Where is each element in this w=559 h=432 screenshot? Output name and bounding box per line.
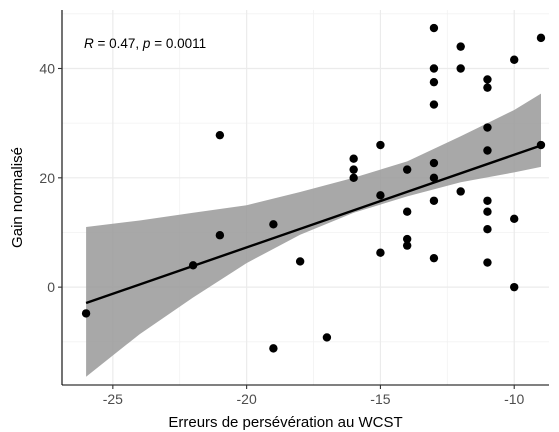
data-point <box>429 23 439 33</box>
data-point <box>483 83 492 92</box>
data-point <box>215 231 225 240</box>
p-value: = 0.0011 <box>150 36 206 51</box>
r-value: = 0.47, <box>94 36 143 51</box>
data-point <box>429 158 439 168</box>
regression-line <box>85 144 542 305</box>
data-point <box>81 309 91 318</box>
data-point <box>456 42 465 51</box>
data-point <box>402 241 412 250</box>
p-symbol: p <box>142 36 151 51</box>
data-point <box>429 64 439 73</box>
data-point <box>510 214 519 224</box>
axes: -25 -20 -15 -10 0 20 40 <box>39 10 549 407</box>
y-axis-title: Gain normalisé <box>9 147 26 248</box>
data-point <box>269 220 278 229</box>
data-point <box>349 154 358 163</box>
data-point <box>510 282 519 292</box>
data-point <box>536 140 546 150</box>
confidence-band <box>86 93 541 377</box>
r-symbol: R <box>84 36 94 51</box>
y-tick-label: 20 <box>39 170 55 186</box>
data-point <box>295 257 305 266</box>
x-tick-label: -20 <box>237 391 257 407</box>
data-point <box>483 75 492 84</box>
data-point <box>483 146 492 155</box>
data-point <box>349 165 358 174</box>
confidence-band-layer <box>86 93 541 377</box>
data-point <box>188 261 198 270</box>
data-point <box>215 130 225 140</box>
data-point <box>402 207 412 216</box>
data-point <box>483 258 492 267</box>
data-point <box>376 248 385 257</box>
data-point <box>483 196 492 205</box>
x-tick-label: -15 <box>370 391 390 407</box>
correlation-annotation: R = 0.47, p = 0.0011 <box>84 36 206 51</box>
data-point <box>456 64 465 73</box>
x-axis-ticks: -25 -20 -15 -10 <box>103 385 525 407</box>
data-point <box>510 55 519 64</box>
plot-panel <box>62 10 549 385</box>
data-point <box>376 140 385 150</box>
data-point <box>269 344 278 353</box>
data-point <box>429 100 439 109</box>
regression-line-layer <box>85 144 542 305</box>
y-tick-label: 0 <box>47 279 55 295</box>
data-point <box>483 225 492 234</box>
data-point <box>483 123 492 132</box>
x-tick-label: -25 <box>103 391 123 407</box>
data-point <box>429 253 439 263</box>
x-tick-label: -10 <box>504 391 524 407</box>
data-point <box>322 333 332 342</box>
data-point <box>456 187 465 196</box>
x-axis-title: Erreurs de persévération au WCST <box>168 414 402 431</box>
data-point <box>483 207 492 216</box>
data-point <box>402 234 412 244</box>
y-axis-ticks: 0 20 40 <box>39 60 62 295</box>
data-points-layer <box>81 23 546 353</box>
data-point <box>349 173 358 183</box>
y-tick-label: 40 <box>39 60 55 76</box>
data-point <box>429 77 439 87</box>
data-point <box>402 165 412 174</box>
data-point <box>429 196 439 205</box>
data-point <box>376 191 385 200</box>
data-point <box>536 33 546 43</box>
data-point <box>429 173 439 183</box>
